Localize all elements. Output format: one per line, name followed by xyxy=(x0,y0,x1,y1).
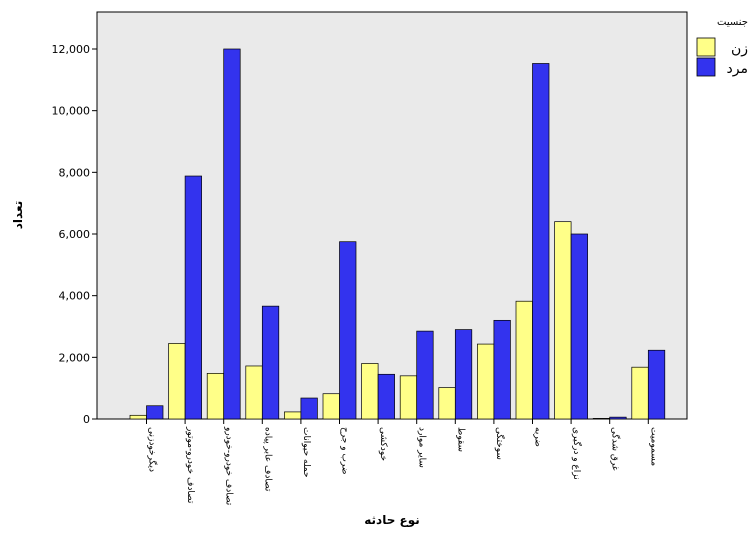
bar-male xyxy=(223,48,241,420)
y-tick-label: 12,000 xyxy=(52,43,91,56)
y-tick-label: 0 xyxy=(83,413,90,426)
x-tick-label: تصادف خودرو-موتور xyxy=(185,426,195,504)
legend-title: جنسیت xyxy=(717,17,748,28)
bar-female xyxy=(515,300,533,420)
bar-female xyxy=(245,365,263,420)
y-tick-label: 8,000 xyxy=(59,166,91,179)
y-tick-label: 2,000 xyxy=(59,351,91,364)
x-tick-label: حمله حیوانات xyxy=(301,427,311,478)
bar-female xyxy=(592,418,611,420)
x-tick-label: سقوط xyxy=(455,427,465,452)
x-tick-label: مسمومیت xyxy=(648,427,658,466)
bar-male xyxy=(609,416,627,420)
bar-female xyxy=(477,343,495,420)
y-tick-label: 10,000 xyxy=(52,105,91,118)
legend: جنسیت زن مرد xyxy=(696,17,748,77)
y-tick-label: 6,000 xyxy=(59,228,91,241)
bar-female xyxy=(554,221,572,420)
legend-label-female: زن xyxy=(731,41,748,57)
bar-female xyxy=(284,411,302,420)
legend-swatch-male xyxy=(696,57,716,77)
y-axis-title: تعداد xyxy=(11,201,25,229)
bar-female xyxy=(129,414,147,420)
bar-female xyxy=(206,373,225,420)
bar-male xyxy=(647,349,666,420)
bar-female xyxy=(168,343,186,420)
x-tick-label: خودکشی xyxy=(378,427,388,461)
bar-male xyxy=(146,405,164,420)
x-tick-label: دیگرخودزنی xyxy=(147,427,159,472)
bar-male xyxy=(416,330,434,420)
bar-male xyxy=(184,175,202,420)
bar-female xyxy=(399,375,418,420)
x-axis-title: نوع حادثه xyxy=(364,513,420,528)
bar-female xyxy=(322,393,340,420)
x-tick-label: سایر موارد xyxy=(417,427,427,468)
bar-female xyxy=(631,366,649,420)
x-tick-label: نزاع و درگیری xyxy=(571,427,583,480)
bar-male xyxy=(300,397,318,420)
bar-male xyxy=(377,373,395,420)
x-tick-label: تصادف خودرو-خودرو xyxy=(224,426,234,506)
x-tick-label: ضرب و جرح xyxy=(340,427,350,475)
bar-male xyxy=(493,319,511,420)
bar-female xyxy=(361,363,379,420)
bar-female xyxy=(438,387,456,420)
y-tick-label: 4,000 xyxy=(59,290,91,303)
y-axis: 0 2,000 4,000 6,000 8,000 10,000 12,000 xyxy=(52,43,97,426)
x-tick-label: تصادف عابر پیاده xyxy=(262,427,272,492)
bar-male xyxy=(339,241,357,420)
bar-male xyxy=(532,63,550,420)
x-tick-label: غرق شدگی xyxy=(610,427,622,471)
bars xyxy=(129,48,666,420)
bar-male xyxy=(261,305,280,420)
legend-swatch-female xyxy=(696,37,716,57)
legend-label-male: مرد xyxy=(727,61,748,77)
x-tick-label: ضربه xyxy=(533,427,543,447)
x-tick-label: سوختگی xyxy=(494,427,506,460)
bar-male xyxy=(570,233,588,420)
bar-male xyxy=(454,329,473,420)
x-axis-labels: دیگرخودزنی تصادف خودرو-موتور تصادف خودرو-خ… xyxy=(146,419,658,506)
